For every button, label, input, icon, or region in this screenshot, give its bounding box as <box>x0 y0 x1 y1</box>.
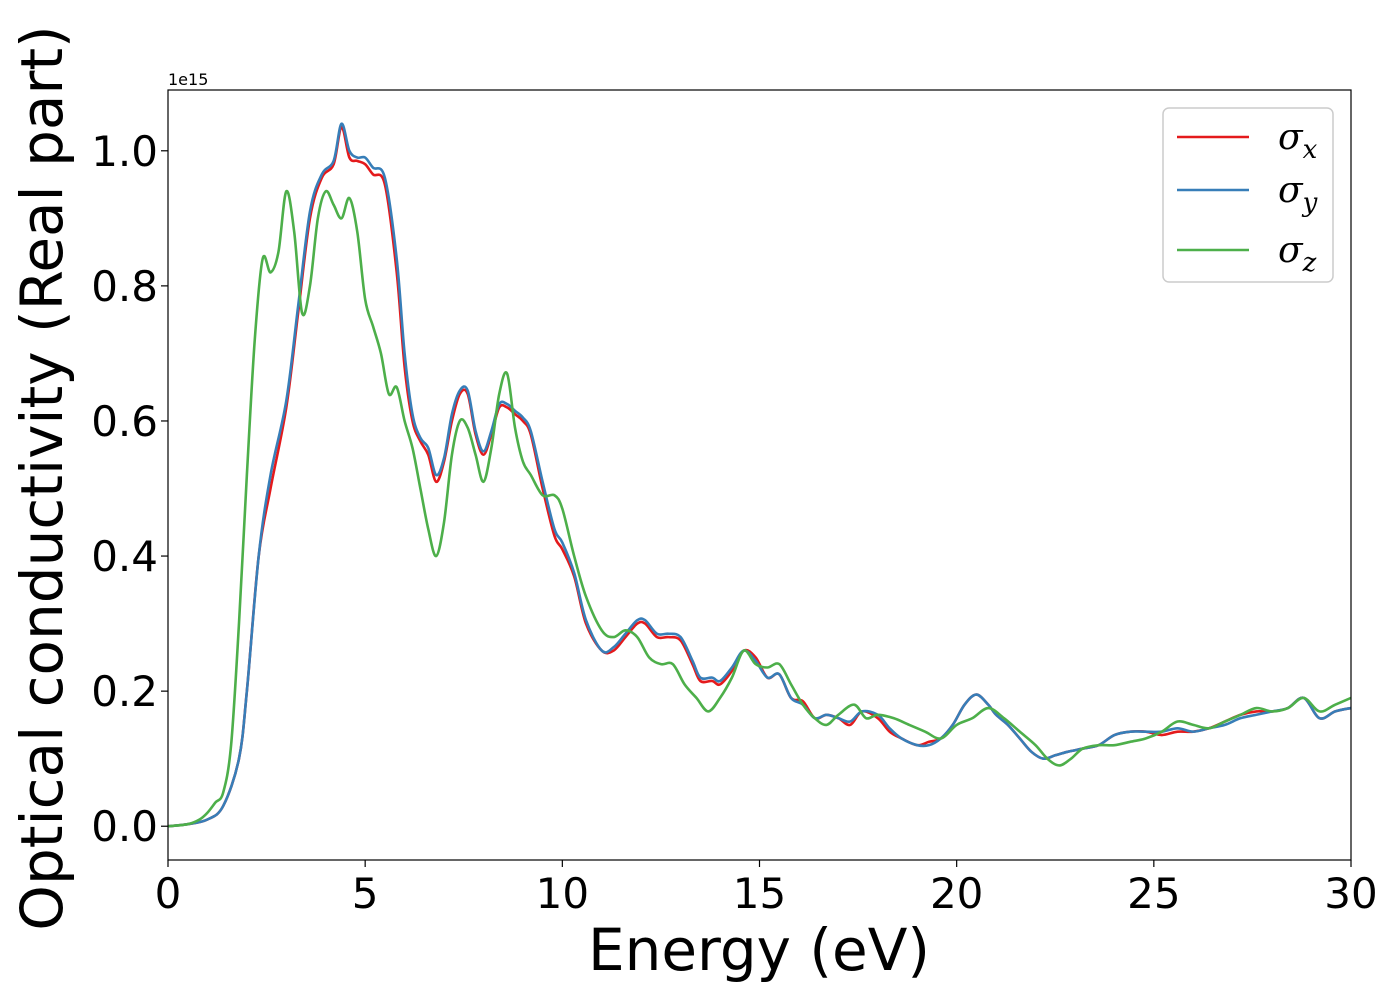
y-tick-label: 1.0 <box>91 127 158 176</box>
y-tick-label: 0.2 <box>91 667 158 716</box>
y-tick-label: 0.6 <box>91 397 158 446</box>
y-tick-label: 0.8 <box>91 262 158 311</box>
legend-label-x: σx <box>1278 117 1318 165</box>
legend-label-y: σy <box>1278 170 1318 218</box>
x-tick-label: 20 <box>930 869 983 918</box>
series-line-z <box>168 189 1351 828</box>
legend: σx σy σz <box>1162 107 1334 283</box>
x-tick-label: 15 <box>733 869 786 918</box>
x-axis: 0 5 10 15 20 25 30 <box>155 860 1378 918</box>
x-tick-label: 5 <box>352 869 379 918</box>
y-axis-title: Optical conductivity (Real part) <box>8 25 76 930</box>
y-tick-label: 0.0 <box>91 802 158 851</box>
x-tick-label: 10 <box>536 869 589 918</box>
y-tick-label: 0.4 <box>91 532 158 581</box>
x-tick-label: 25 <box>1127 869 1180 918</box>
x-tick-label: 30 <box>1324 869 1377 918</box>
legend-label-z: σz <box>1278 230 1317 278</box>
x-tick-label: 0 <box>155 869 182 918</box>
x-axis-title: Energy (eV) <box>588 916 930 984</box>
y-offset-label: 1e15 <box>168 70 208 89</box>
series-layer <box>168 122 1351 828</box>
y-axis: 0.0 0.2 0.4 0.6 0.8 1.0 <box>91 127 168 851</box>
legend-box <box>1162 107 1334 283</box>
